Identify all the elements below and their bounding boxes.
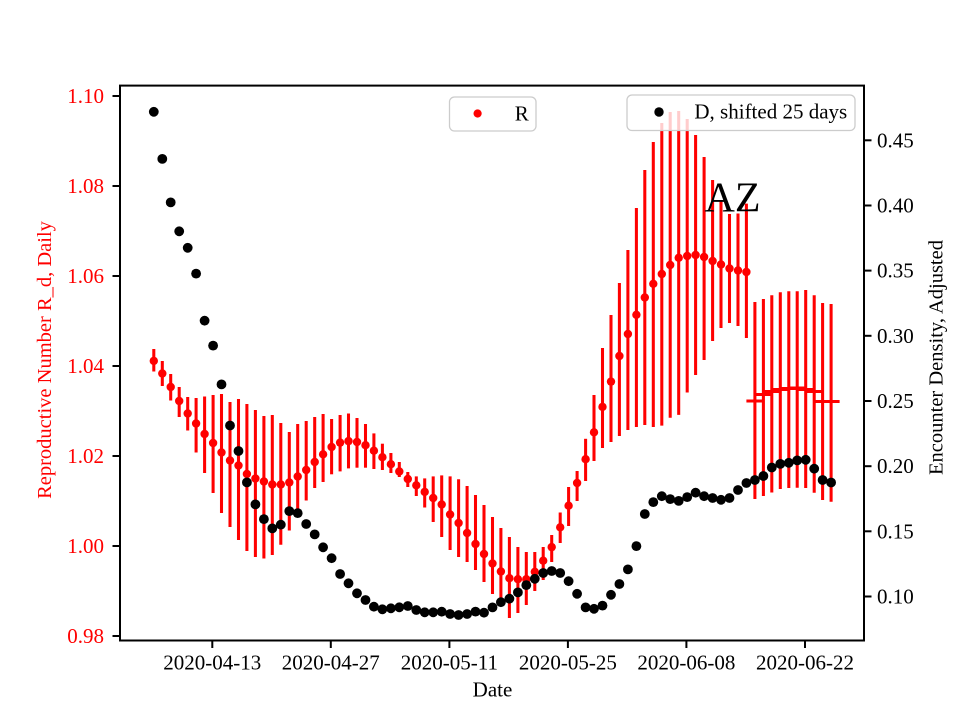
svg-text:2020-05-25: 2020-05-25: [519, 651, 617, 675]
svg-text:1.04: 1.04: [67, 354, 104, 378]
svg-text:Encounter Density, Adjusted: Encounter Density, Adjusted: [926, 240, 948, 475]
svg-text:0.98: 0.98: [67, 624, 104, 648]
svg-text:0.20: 0.20: [877, 454, 914, 478]
svg-text:Date: Date: [473, 678, 513, 702]
svg-text:Reproductive Number R_d, Daily: Reproductive Number R_d, Daily: [34, 220, 56, 499]
svg-text:0.10: 0.10: [877, 585, 914, 609]
svg-text:0.25: 0.25: [877, 389, 914, 413]
svg-text:2020-06-22: 2020-06-22: [756, 651, 854, 675]
svg-text:1.00: 1.00: [67, 534, 104, 558]
svg-text:R: R: [515, 102, 529, 126]
svg-text:1.10: 1.10: [67, 84, 104, 108]
svg-text:0.15: 0.15: [877, 519, 914, 543]
svg-text:2020-05-11: 2020-05-11: [401, 651, 498, 675]
svg-text:1.08: 1.08: [67, 174, 104, 198]
svg-text:0.35: 0.35: [877, 259, 914, 283]
svg-text:D, shifted 25 days: D, shifted 25 days: [694, 100, 847, 124]
svg-text:0.45: 0.45: [877, 128, 914, 152]
svg-text:0.40: 0.40: [877, 194, 914, 218]
svg-text:1.06: 1.06: [67, 264, 104, 288]
svg-text:2020-04-13: 2020-04-13: [163, 651, 261, 675]
svg-text:2020-06-08: 2020-06-08: [637, 651, 735, 675]
svg-text:1.02: 1.02: [67, 444, 104, 468]
svg-text:0.30: 0.30: [877, 324, 914, 348]
svg-text:AZ: AZ: [705, 176, 761, 222]
svg-text:2020-04-27: 2020-04-27: [282, 651, 380, 675]
